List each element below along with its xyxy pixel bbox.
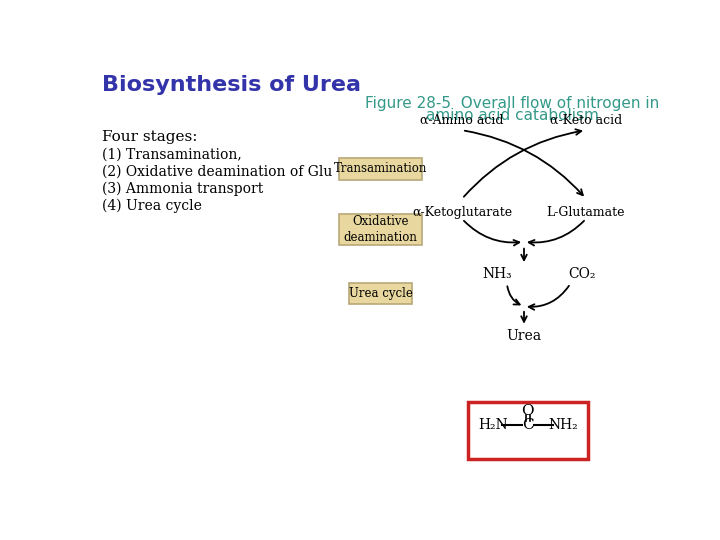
Text: NH₂: NH₂ [548, 418, 577, 432]
Text: α-Amino acid: α-Amino acid [420, 113, 504, 126]
Text: C: C [522, 418, 534, 432]
Text: NH₃: NH₃ [482, 267, 512, 281]
Text: CO₂: CO₂ [568, 267, 596, 281]
Text: Figure 28-5  Overall flow of nitrogen in: Figure 28-5 Overall flow of nitrogen in [365, 96, 660, 111]
Text: amino acid catabolism: amino acid catabolism [426, 108, 599, 123]
Text: Oxidative
deamination: Oxidative deamination [343, 215, 418, 244]
FancyBboxPatch shape [349, 284, 413, 303]
Text: (1) Transamination,: (1) Transamination, [102, 148, 241, 162]
Text: L-Glutamate: L-Glutamate [546, 206, 625, 219]
Text: Urea cycle: Urea cycle [348, 287, 413, 300]
Text: (2) Oxidative deamination of Glu: (2) Oxidative deamination of Glu [102, 165, 332, 179]
FancyBboxPatch shape [339, 158, 422, 179]
FancyBboxPatch shape [339, 214, 422, 245]
Text: α-Keto acid: α-Keto acid [550, 113, 622, 126]
Text: Urea: Urea [506, 329, 541, 343]
Text: α-Ketoglutarate: α-Ketoglutarate [412, 206, 512, 219]
Text: Transamination: Transamination [334, 162, 427, 176]
Text: (3) Ammonia transport: (3) Ammonia transport [102, 182, 263, 196]
Text: H₂N: H₂N [478, 418, 508, 432]
Text: Biosynthesis of Urea: Biosynthesis of Urea [102, 75, 361, 95]
Text: Four stages:: Four stages: [102, 130, 197, 144]
Text: (4) Urea cycle: (4) Urea cycle [102, 199, 202, 213]
Bar [468, 402, 588, 460]
Text: O: O [521, 404, 534, 418]
